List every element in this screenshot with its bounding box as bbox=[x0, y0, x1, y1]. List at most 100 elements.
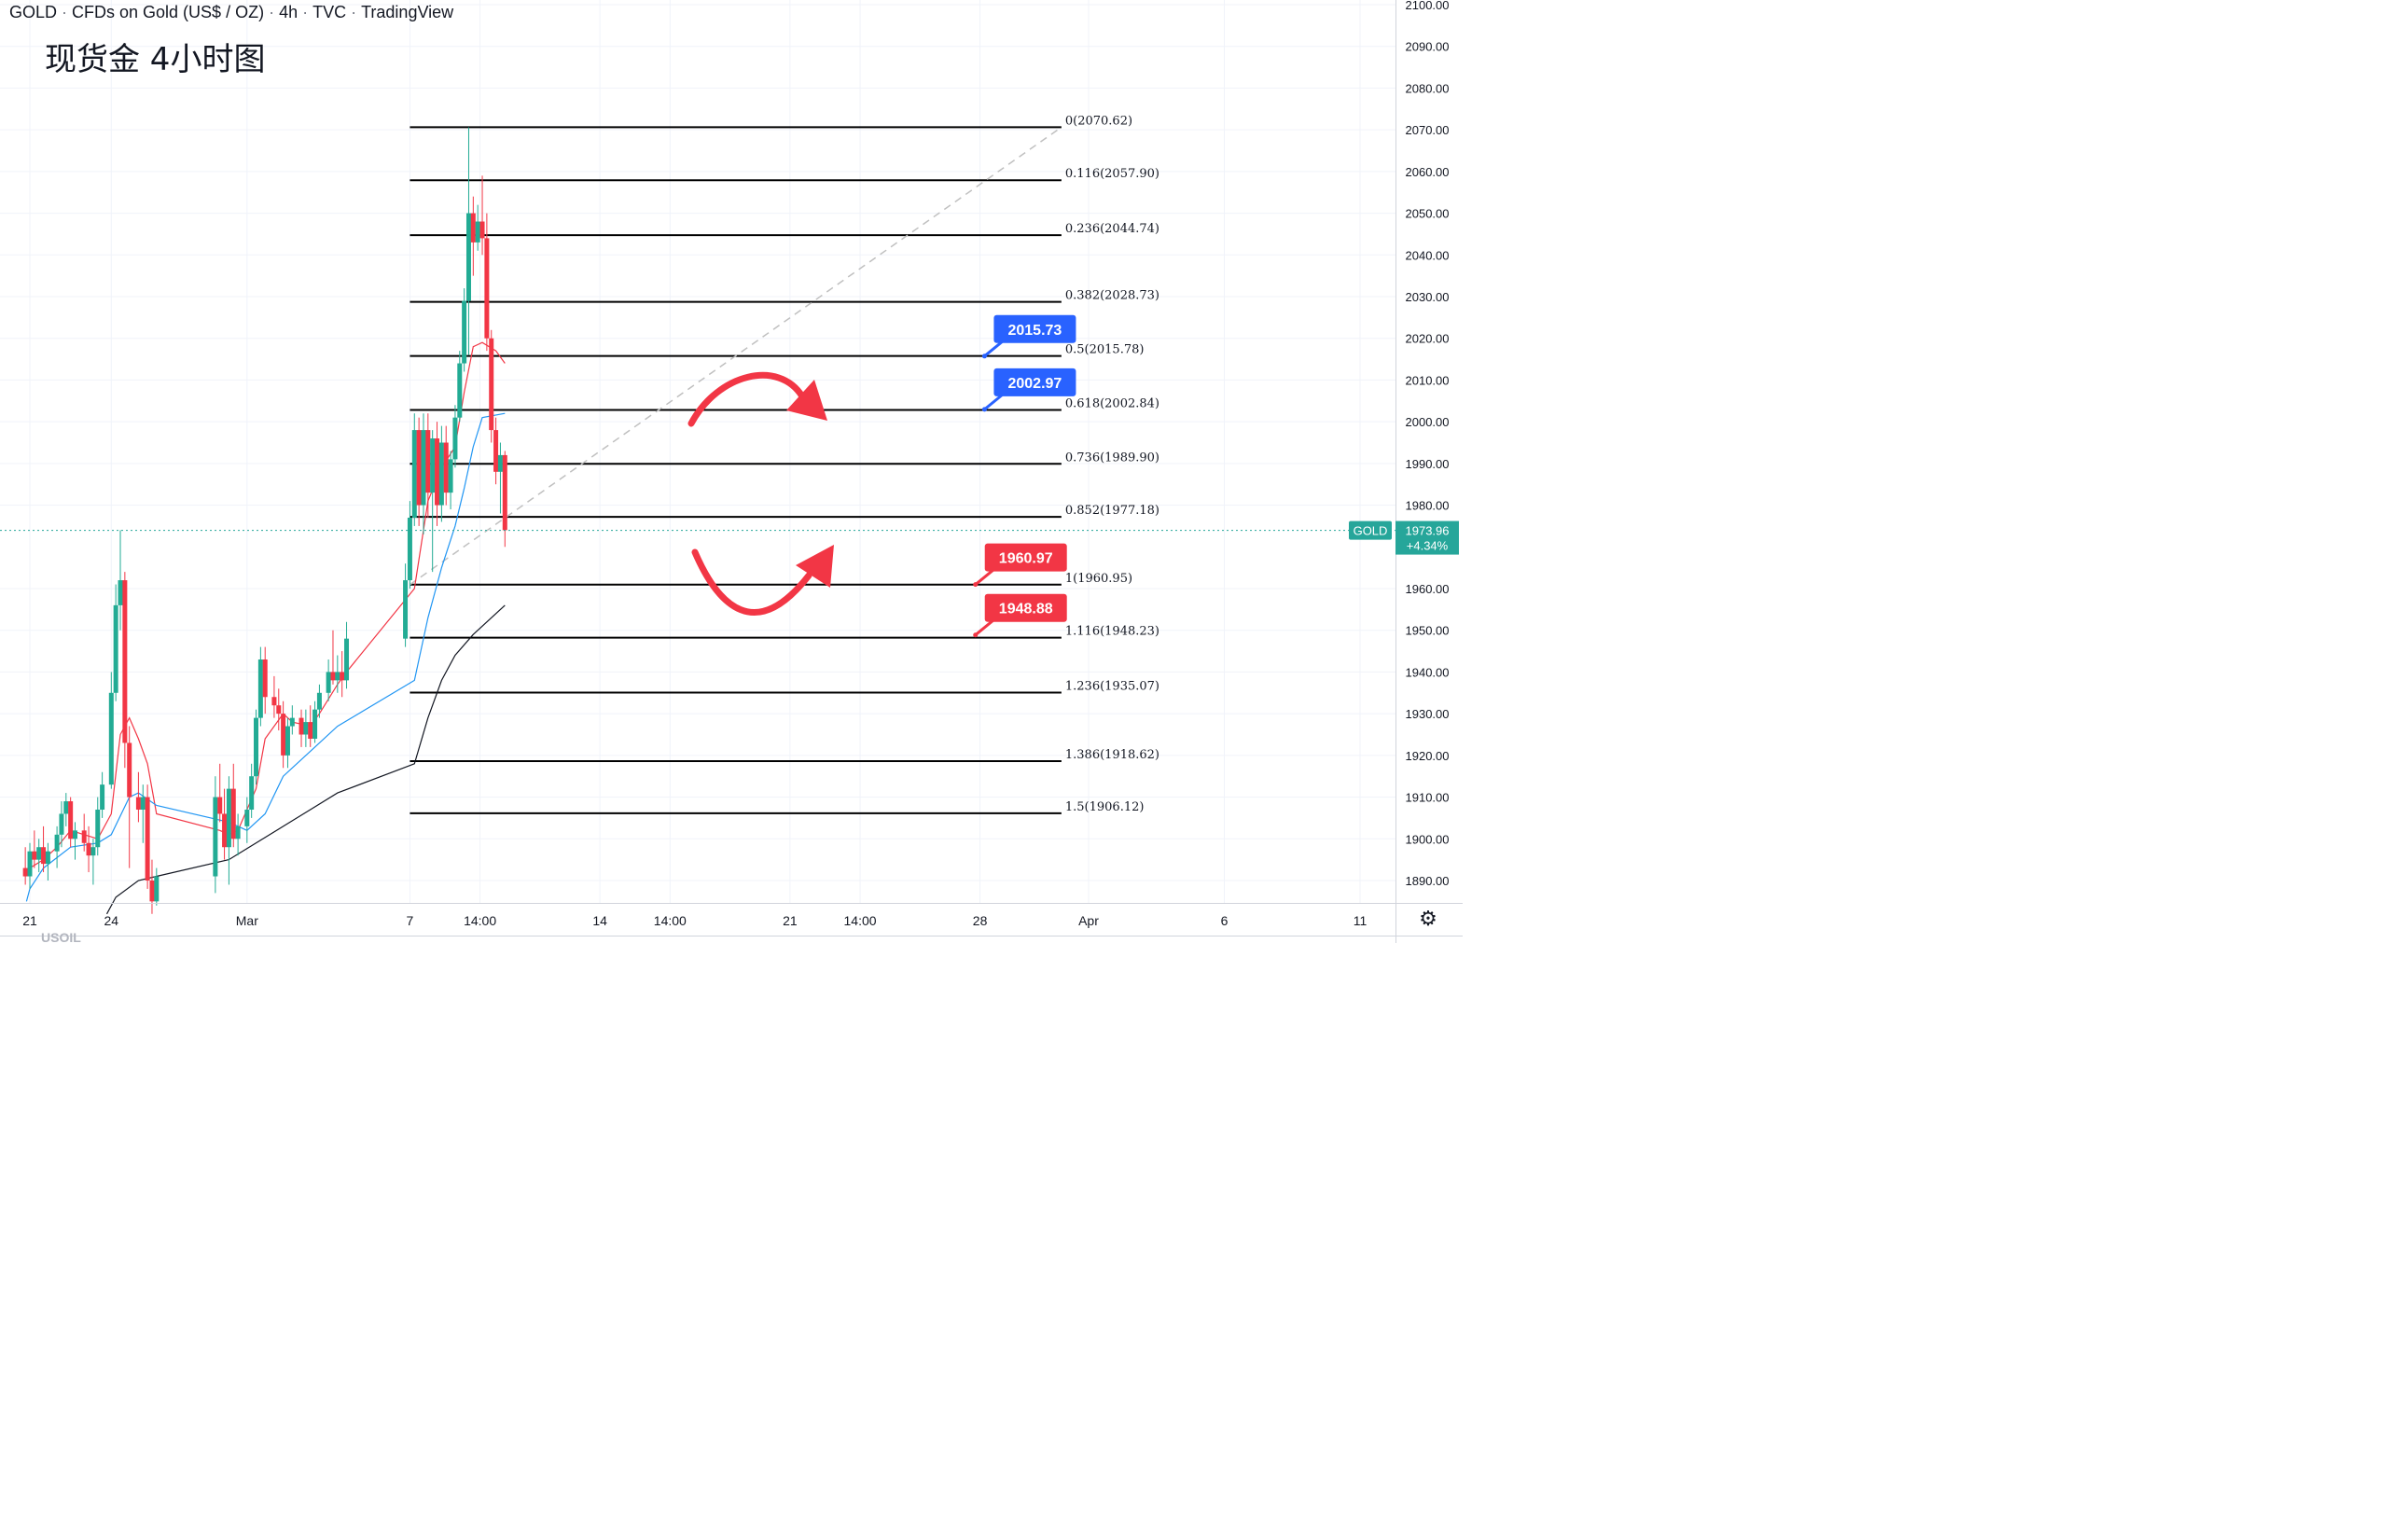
arrow-head-up bbox=[796, 545, 834, 588]
candle-body bbox=[497, 454, 503, 472]
x-tick-label: 28 bbox=[973, 913, 988, 928]
y-tick-label: 2050.00 bbox=[1406, 207, 1450, 221]
x-tick-label: 14:00 bbox=[654, 913, 687, 928]
candle-body bbox=[226, 788, 231, 848]
chart-title: 现货金 4小时图 bbox=[45, 41, 266, 78]
candle-body bbox=[27, 851, 33, 877]
gear-icon[interactable]: ⚙ bbox=[1419, 907, 1437, 930]
x-tick-label: 14:00 bbox=[844, 913, 877, 928]
y-tick-label: 1910.00 bbox=[1406, 791, 1450, 805]
candle-body bbox=[303, 722, 309, 735]
y-tick-label: 1920.00 bbox=[1406, 749, 1450, 763]
fib-level-label: 0.736(1989.90) bbox=[1065, 451, 1159, 465]
candle-body bbox=[249, 776, 255, 810]
current-price-label: 1973.96 bbox=[1406, 524, 1450, 538]
x-tick-label: Apr bbox=[1078, 913, 1099, 928]
callout-box bbox=[993, 314, 1076, 343]
chart-header: GOLD · CFDs on Gold (US$ / OZ) · 4h · TVC · Trad… bbox=[9, 3, 453, 22]
candle-body bbox=[122, 580, 128, 743]
x-tick-label: 14:00 bbox=[464, 913, 496, 928]
candle-body bbox=[407, 517, 412, 581]
candle-body bbox=[452, 417, 458, 460]
candle-body bbox=[484, 238, 490, 339]
fib-level-label: 1.5(1906.12) bbox=[1065, 800, 1145, 814]
y-tick-label: 2090.00 bbox=[1406, 40, 1450, 54]
arrow-head-down bbox=[786, 380, 827, 421]
x-tick-label: 21 bbox=[22, 913, 37, 928]
candle-body bbox=[135, 797, 141, 810]
candle-body bbox=[100, 784, 105, 810]
candle-body bbox=[340, 672, 345, 681]
candle-body bbox=[470, 213, 476, 243]
candle-body bbox=[298, 717, 304, 735]
y-tick-label: 1950.00 bbox=[1406, 624, 1450, 638]
candle-body bbox=[108, 692, 114, 785]
y-tick-label: 1900.00 bbox=[1406, 832, 1450, 846]
candle-body bbox=[411, 430, 417, 518]
candle-body bbox=[281, 714, 286, 756]
x-tick-label: 6 bbox=[1221, 913, 1229, 928]
candle-body bbox=[312, 709, 318, 739]
candle-body bbox=[416, 430, 422, 506]
symbol[interactable]: GOLD bbox=[9, 3, 58, 21]
callout-anchor bbox=[981, 354, 987, 359]
exchange: TVC bbox=[312, 3, 347, 21]
candle-body bbox=[127, 742, 132, 798]
current-symbol-badge bbox=[1349, 520, 1392, 540]
candle-body bbox=[289, 717, 295, 727]
axes: 2100.00 2090.00 2080.00 2070.00 2060.00 2050.… bbox=[0, 0, 1463, 943]
symbol-description: CFDs on Gold (US$ / OZ) bbox=[72, 3, 265, 21]
candle-body bbox=[230, 788, 236, 839]
fib-level-label: 1.386(1918.62) bbox=[1065, 748, 1159, 762]
y-tick-label: 1960.00 bbox=[1406, 582, 1450, 596]
fib-level-label: 1.116(1948.23) bbox=[1065, 625, 1159, 639]
callout-label: 2002.97 bbox=[1007, 376, 1062, 392]
candle-body bbox=[262, 659, 268, 698]
price-callouts[interactable]: 2015.73 2002.97 1960.97 1948.88 bbox=[973, 314, 1076, 638]
fibonacci-retracement[interactable]: 0(2070.62) 0.116(2057.90) 0.236(2044.74) 0.… bbox=[409, 114, 1159, 814]
candle-body bbox=[443, 442, 449, 493]
candle-body bbox=[59, 813, 64, 835]
x-tick-label: Mar bbox=[236, 913, 258, 928]
candle-body bbox=[493, 430, 499, 472]
candle-body bbox=[285, 726, 290, 756]
candle-body bbox=[32, 851, 37, 860]
y-tick-label: 2000.00 bbox=[1406, 415, 1450, 429]
next-pane-symbol: USOIL bbox=[41, 930, 81, 945]
interval[interactable]: 4h bbox=[279, 3, 298, 21]
candle-body bbox=[462, 300, 467, 364]
candle-body bbox=[54, 834, 60, 852]
callout-box bbox=[993, 368, 1076, 396]
fib-level-label: 0.382(2028.73) bbox=[1065, 289, 1159, 303]
candle-body bbox=[63, 801, 69, 814]
candle-body bbox=[68, 801, 74, 839]
candle-body bbox=[276, 705, 282, 715]
candle-body bbox=[113, 604, 118, 693]
y-tick-label: 1940.00 bbox=[1406, 665, 1450, 679]
candle-body bbox=[140, 797, 146, 810]
fib-level-label: 0(2070.62) bbox=[1065, 114, 1132, 128]
x-tick-label: 24 bbox=[104, 913, 119, 928]
candle-body bbox=[326, 672, 331, 693]
y-tick-label: 2040.00 bbox=[1406, 248, 1450, 262]
candle-body bbox=[257, 659, 263, 718]
price-chart[interactable]: 0(2070.62) 0.116(2057.90) 0.236(2044.74) 0.… bbox=[0, 0, 1463, 943]
candle-body bbox=[421, 430, 426, 506]
y-tick-label: 2080.00 bbox=[1406, 81, 1450, 95]
header-separator: · bbox=[269, 3, 275, 21]
candle-body bbox=[254, 717, 259, 777]
current-price-badge bbox=[1395, 520, 1459, 555]
candle-body bbox=[403, 580, 409, 639]
candle-body bbox=[81, 830, 87, 843]
y-tick-label: 1930.00 bbox=[1406, 707, 1450, 721]
candle-body bbox=[475, 221, 480, 243]
x-tick-label: 21 bbox=[783, 913, 798, 928]
header-separator: · bbox=[351, 3, 357, 21]
candle-body bbox=[435, 438, 440, 506]
current-change-label: +4.34% bbox=[1407, 539, 1449, 553]
header-separator: · bbox=[62, 3, 68, 21]
candle-body bbox=[457, 363, 463, 418]
candles bbox=[22, 127, 507, 914]
candle-body bbox=[438, 442, 444, 506]
candle-body bbox=[95, 809, 101, 848]
